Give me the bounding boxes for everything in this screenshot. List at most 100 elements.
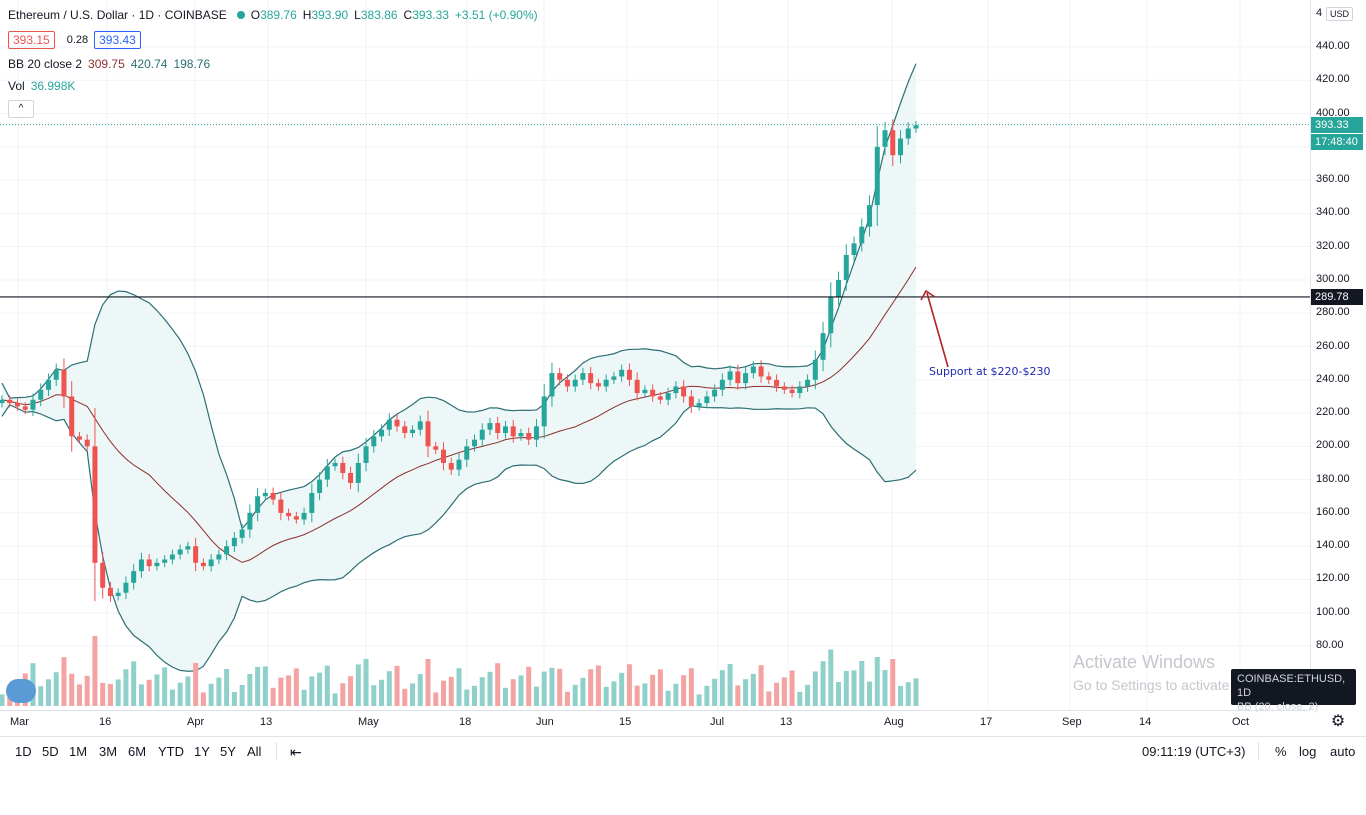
range-button-5d[interactable]: 5D xyxy=(42,744,59,759)
buy-button[interactable]: 393.43 xyxy=(94,31,141,49)
date-range-icon[interactable]: ⇤ xyxy=(290,744,302,760)
candle-body xyxy=(177,549,183,555)
volume-bar xyxy=(363,659,369,706)
time-tick-label: Jun xyxy=(536,716,554,728)
range-button-1m[interactable]: 1M xyxy=(69,744,88,759)
percent-toggle[interactable]: % xyxy=(1275,744,1287,759)
candle-body xyxy=(464,446,470,460)
price-tick-label: 160.00 xyxy=(1316,505,1350,518)
candle-body xyxy=(859,226,865,244)
price-axis[interactable] xyxy=(1310,0,1366,710)
candle-body xyxy=(580,373,586,380)
volume-bar xyxy=(115,679,121,706)
candle-body xyxy=(433,446,439,450)
tooltip-line2: BB (20, close, 2) xyxy=(1237,701,1319,713)
volume-bar xyxy=(332,693,338,706)
candle-body xyxy=(332,462,338,467)
vol-value: 36.998K xyxy=(30,79,76,93)
range-button-5y[interactable]: 5Y xyxy=(220,744,236,759)
gear-icon[interactable]: ⚙ xyxy=(1330,713,1346,730)
range-button-3m[interactable]: 3M xyxy=(99,744,118,759)
candle-body xyxy=(278,499,284,513)
volume-bar xyxy=(898,686,904,706)
volume-bar xyxy=(417,674,423,706)
candle-body xyxy=(76,436,82,440)
candle-body xyxy=(115,592,121,597)
volume-bar xyxy=(348,676,354,706)
symbol-title[interactable]: Ethereum / U.S. Dollar · 1D · COINBASE xyxy=(8,8,227,22)
range-button-1y[interactable]: 1Y xyxy=(194,744,210,759)
clock[interactable]: 09:11:19 (UTC+3) xyxy=(1142,744,1246,759)
volume-bar xyxy=(193,663,199,706)
volume-bar xyxy=(471,685,477,706)
volume-bar xyxy=(247,674,253,706)
candle-body xyxy=(92,446,98,563)
volume-bar xyxy=(859,661,865,706)
bb-basis-line xyxy=(1,266,917,563)
volume-bar xyxy=(642,683,648,706)
volume-bar xyxy=(673,683,679,706)
candle-body xyxy=(634,379,640,394)
candle-body xyxy=(0,399,5,404)
volume-bar xyxy=(719,670,725,706)
candle-body xyxy=(456,459,462,470)
range-button-1d[interactable]: 1D xyxy=(15,744,32,759)
spread-value: 0.28 xyxy=(66,34,89,46)
volume-bar xyxy=(200,692,206,706)
time-tick-label: 18 xyxy=(459,716,472,728)
candle-body xyxy=(572,379,578,387)
candle-body xyxy=(518,433,524,437)
time-tick-label: Aug xyxy=(884,716,904,728)
tradingview-logo xyxy=(6,679,36,703)
candle-body xyxy=(448,462,454,470)
price-tick-label: 360.00 xyxy=(1316,173,1350,186)
candle-body xyxy=(898,138,904,156)
currency-button[interactable]: USD xyxy=(1326,7,1354,21)
candle-body xyxy=(38,389,44,400)
volume-bar xyxy=(526,666,532,706)
bb-legend[interactable]: BB 20 close 2 309.75 420.74 198.76 xyxy=(8,57,216,71)
candle-body xyxy=(216,554,222,560)
volume-bar xyxy=(146,679,152,706)
candle-body xyxy=(286,512,292,517)
range-button-all[interactable]: All xyxy=(247,744,262,759)
volume-bar xyxy=(805,684,811,706)
volume-bar xyxy=(177,682,183,706)
candle-body xyxy=(410,429,416,434)
collapse-legend-button[interactable]: ^ xyxy=(8,100,34,118)
sell-button[interactable]: 393.15 xyxy=(8,31,55,49)
volume-bar xyxy=(634,685,640,706)
volume-bar xyxy=(355,664,361,706)
price-tick-label: 320.00 xyxy=(1316,239,1350,252)
candle-body xyxy=(379,429,385,437)
volume-bar xyxy=(286,675,292,706)
vol-legend[interactable]: Vol 36.998K xyxy=(8,79,81,93)
price-tick-label: 300.00 xyxy=(1316,272,1350,285)
volume-bar xyxy=(595,665,601,706)
volume-bar xyxy=(162,667,168,706)
open-label: O xyxy=(250,8,261,22)
volume-bar xyxy=(750,673,756,706)
time-axis[interactable] xyxy=(0,710,1310,735)
candle-body xyxy=(588,373,594,384)
range-button-ytd[interactable]: YTD xyxy=(158,744,184,759)
candle-body xyxy=(14,403,20,407)
candle-body xyxy=(867,205,873,227)
time-tick-label: Jul xyxy=(710,716,725,728)
auto-toggle[interactable]: auto xyxy=(1330,744,1356,759)
range-button-6m[interactable]: 6M xyxy=(128,744,147,759)
volume-bar xyxy=(224,669,230,706)
support-annotation[interactable]: Support at $220-$230 xyxy=(929,365,1051,378)
candle-body xyxy=(247,512,253,530)
log-toggle[interactable]: log xyxy=(1299,744,1317,759)
volume-bar xyxy=(743,679,749,706)
volume-bar xyxy=(665,690,671,706)
candle-body xyxy=(495,423,501,434)
annotation-arrowhead xyxy=(920,289,936,301)
volume-bar xyxy=(549,667,555,706)
candle-body xyxy=(564,379,570,387)
candle-body xyxy=(441,449,447,463)
volume-bar xyxy=(913,678,919,706)
volume-bar xyxy=(0,694,5,706)
